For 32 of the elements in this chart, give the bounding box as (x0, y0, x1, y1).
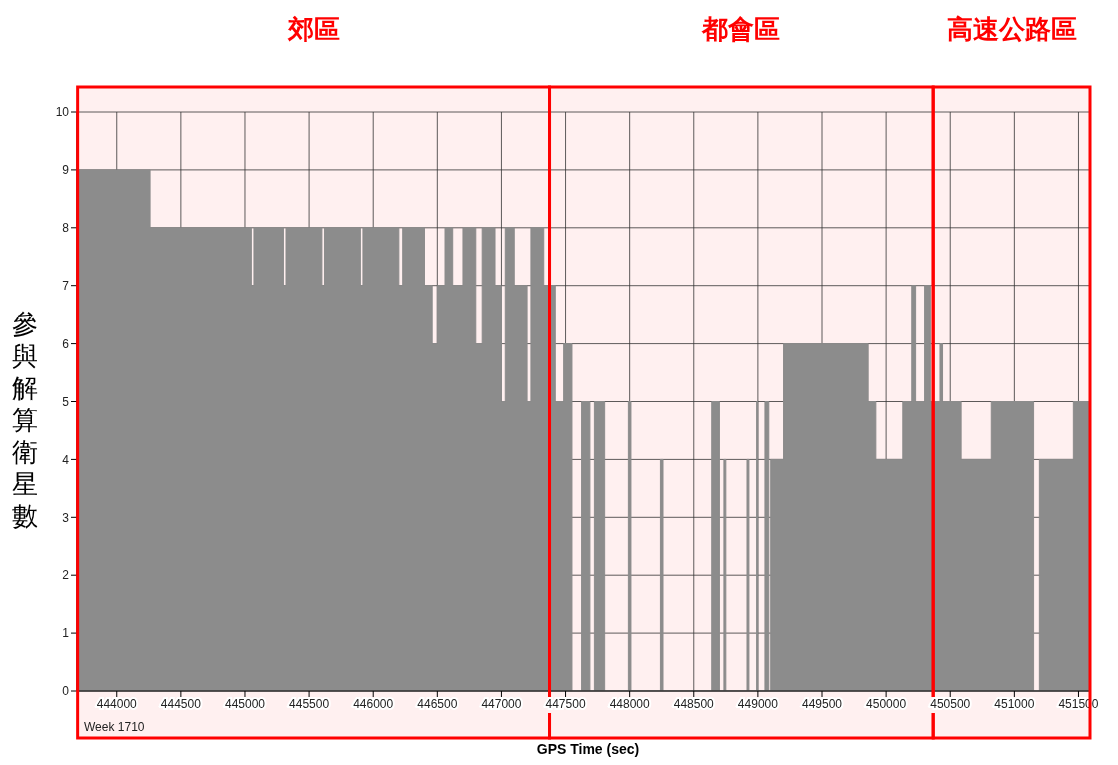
y-tick-label: 7 (62, 278, 70, 293)
band-label: 高速公路區 (946, 14, 1077, 44)
x-tick-label: 449000 (737, 696, 779, 711)
x-tick-label: 444000 (96, 696, 138, 711)
text: Week 1710 (84, 720, 145, 734)
x-tick-label: 445000 (224, 696, 266, 711)
y-tick-label: 1 (62, 626, 70, 641)
y-tick-label: 5 (62, 394, 70, 409)
x-tick-label: 448500 (673, 696, 715, 711)
x-tick-label: 447500 (545, 696, 586, 711)
y-axis-title: 參與解算衛星數 (11, 308, 39, 532)
x-tick-label: 448000 (609, 696, 651, 711)
x-tick-label: 450500 (930, 696, 971, 711)
y-tick-label: 10 (55, 105, 70, 120)
y-tick-label: 4 (62, 452, 70, 467)
y-tick-label: 3 (62, 510, 70, 525)
x-tick-label: 450000 (866, 696, 907, 711)
x-tick-label: 444500 (160, 696, 202, 711)
x-tick-label: 445500 (289, 696, 330, 711)
y-tick-label: 0 (62, 684, 70, 699)
x-tick-label: 446000 (353, 696, 394, 711)
band-label: 郊區 (286, 14, 340, 44)
x-axis-title: GPS Time (sec) (535, 741, 641, 757)
band-label: 都會區 (701, 14, 781, 44)
y-tick-label: 2 (62, 568, 70, 583)
x-tick-label: 451000 (994, 696, 1035, 711)
x-tick-label: 447000 (481, 696, 522, 711)
y-tick-label: 8 (62, 221, 70, 236)
x-tick-label: 449500 (801, 696, 843, 711)
y-tick-label: 9 (62, 163, 70, 178)
y-tick-label: 6 (62, 336, 70, 351)
x-tick-label: 446500 (417, 696, 458, 711)
